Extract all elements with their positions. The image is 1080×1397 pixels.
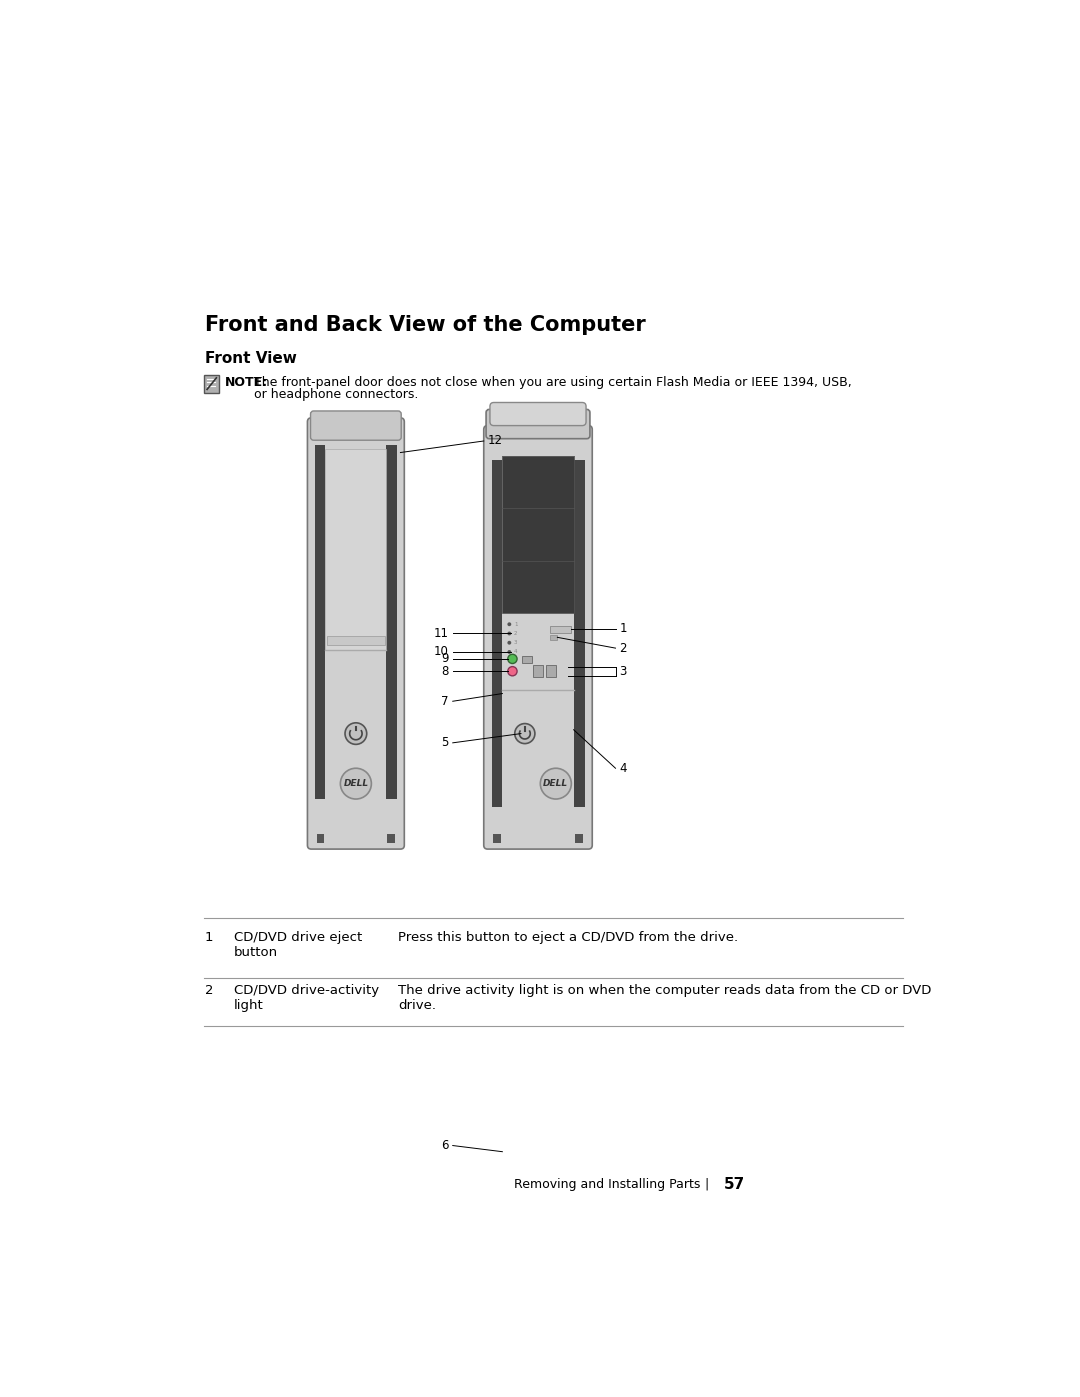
FancyBboxPatch shape	[204, 374, 219, 393]
FancyBboxPatch shape	[311, 411, 401, 440]
Text: The drive activity light is on when the computer reads data from the CD or DVD
d: The drive activity light is on when the …	[399, 983, 932, 1011]
Bar	[550, 626, 571, 633]
Bar	[534, 665, 543, 678]
Circle shape	[508, 666, 517, 676]
Bar	[325, 448, 387, 650]
Text: or headphone connectors.: or headphone connectors.	[255, 388, 419, 401]
Text: 12: 12	[488, 434, 502, 447]
Circle shape	[508, 650, 511, 654]
Text: Front and Back View of the Computer: Front and Back View of the Computer	[205, 316, 646, 335]
Text: Front View: Front View	[205, 351, 297, 366]
Text: 1: 1	[514, 622, 517, 627]
Text: 2: 2	[514, 631, 517, 636]
Text: 7: 7	[442, 694, 449, 708]
Bar	[315, 444, 325, 799]
Text: 6: 6	[442, 1139, 449, 1153]
Text: 1: 1	[205, 932, 213, 944]
Circle shape	[345, 722, 367, 745]
Text: 3: 3	[619, 665, 626, 678]
Text: 4: 4	[619, 761, 626, 775]
Bar	[316, 834, 324, 842]
Text: 10: 10	[434, 645, 449, 658]
Bar	[387, 444, 396, 799]
Text: |: |	[705, 1178, 710, 1190]
Bar	[327, 636, 384, 645]
Bar	[545, 665, 556, 678]
Circle shape	[508, 654, 517, 664]
Text: 57: 57	[724, 1176, 745, 1192]
Bar	[550, 636, 557, 640]
Text: 11: 11	[434, 627, 449, 640]
Bar	[502, 457, 573, 613]
Text: Press this button to eject a CD/DVD from the drive.: Press this button to eject a CD/DVD from…	[399, 932, 739, 944]
Text: NOTE:: NOTE:	[225, 376, 268, 390]
Text: 5: 5	[442, 736, 449, 749]
Bar	[522, 655, 531, 662]
Bar	[576, 834, 583, 842]
Text: 4: 4	[514, 650, 517, 654]
Text: DELL: DELL	[343, 780, 368, 788]
FancyBboxPatch shape	[490, 402, 586, 426]
Text: 9: 9	[442, 652, 449, 665]
Circle shape	[508, 622, 511, 626]
Circle shape	[508, 631, 511, 636]
Bar	[491, 460, 502, 806]
FancyBboxPatch shape	[484, 426, 592, 849]
Text: 8: 8	[442, 665, 449, 678]
Text: Removing and Installing Parts: Removing and Installing Parts	[514, 1178, 701, 1190]
Circle shape	[508, 641, 511, 644]
Text: 3: 3	[514, 640, 517, 645]
Text: 2: 2	[205, 983, 213, 997]
Circle shape	[515, 724, 535, 743]
Circle shape	[540, 768, 571, 799]
Bar	[388, 834, 395, 842]
Text: CD/DVD drive eject
button: CD/DVD drive eject button	[234, 932, 363, 960]
Text: CD/DVD drive-activity
light: CD/DVD drive-activity light	[234, 983, 379, 1011]
Bar	[573, 460, 584, 806]
Text: The front-panel door does not close when you are using certain Flash Media or IE: The front-panel door does not close when…	[255, 376, 852, 390]
Circle shape	[340, 768, 372, 799]
FancyBboxPatch shape	[308, 418, 404, 849]
Text: DELL: DELL	[543, 780, 568, 788]
Text: 1: 1	[619, 623, 626, 636]
FancyBboxPatch shape	[486, 409, 590, 439]
Text: 2: 2	[619, 641, 626, 655]
Bar	[494, 834, 501, 842]
